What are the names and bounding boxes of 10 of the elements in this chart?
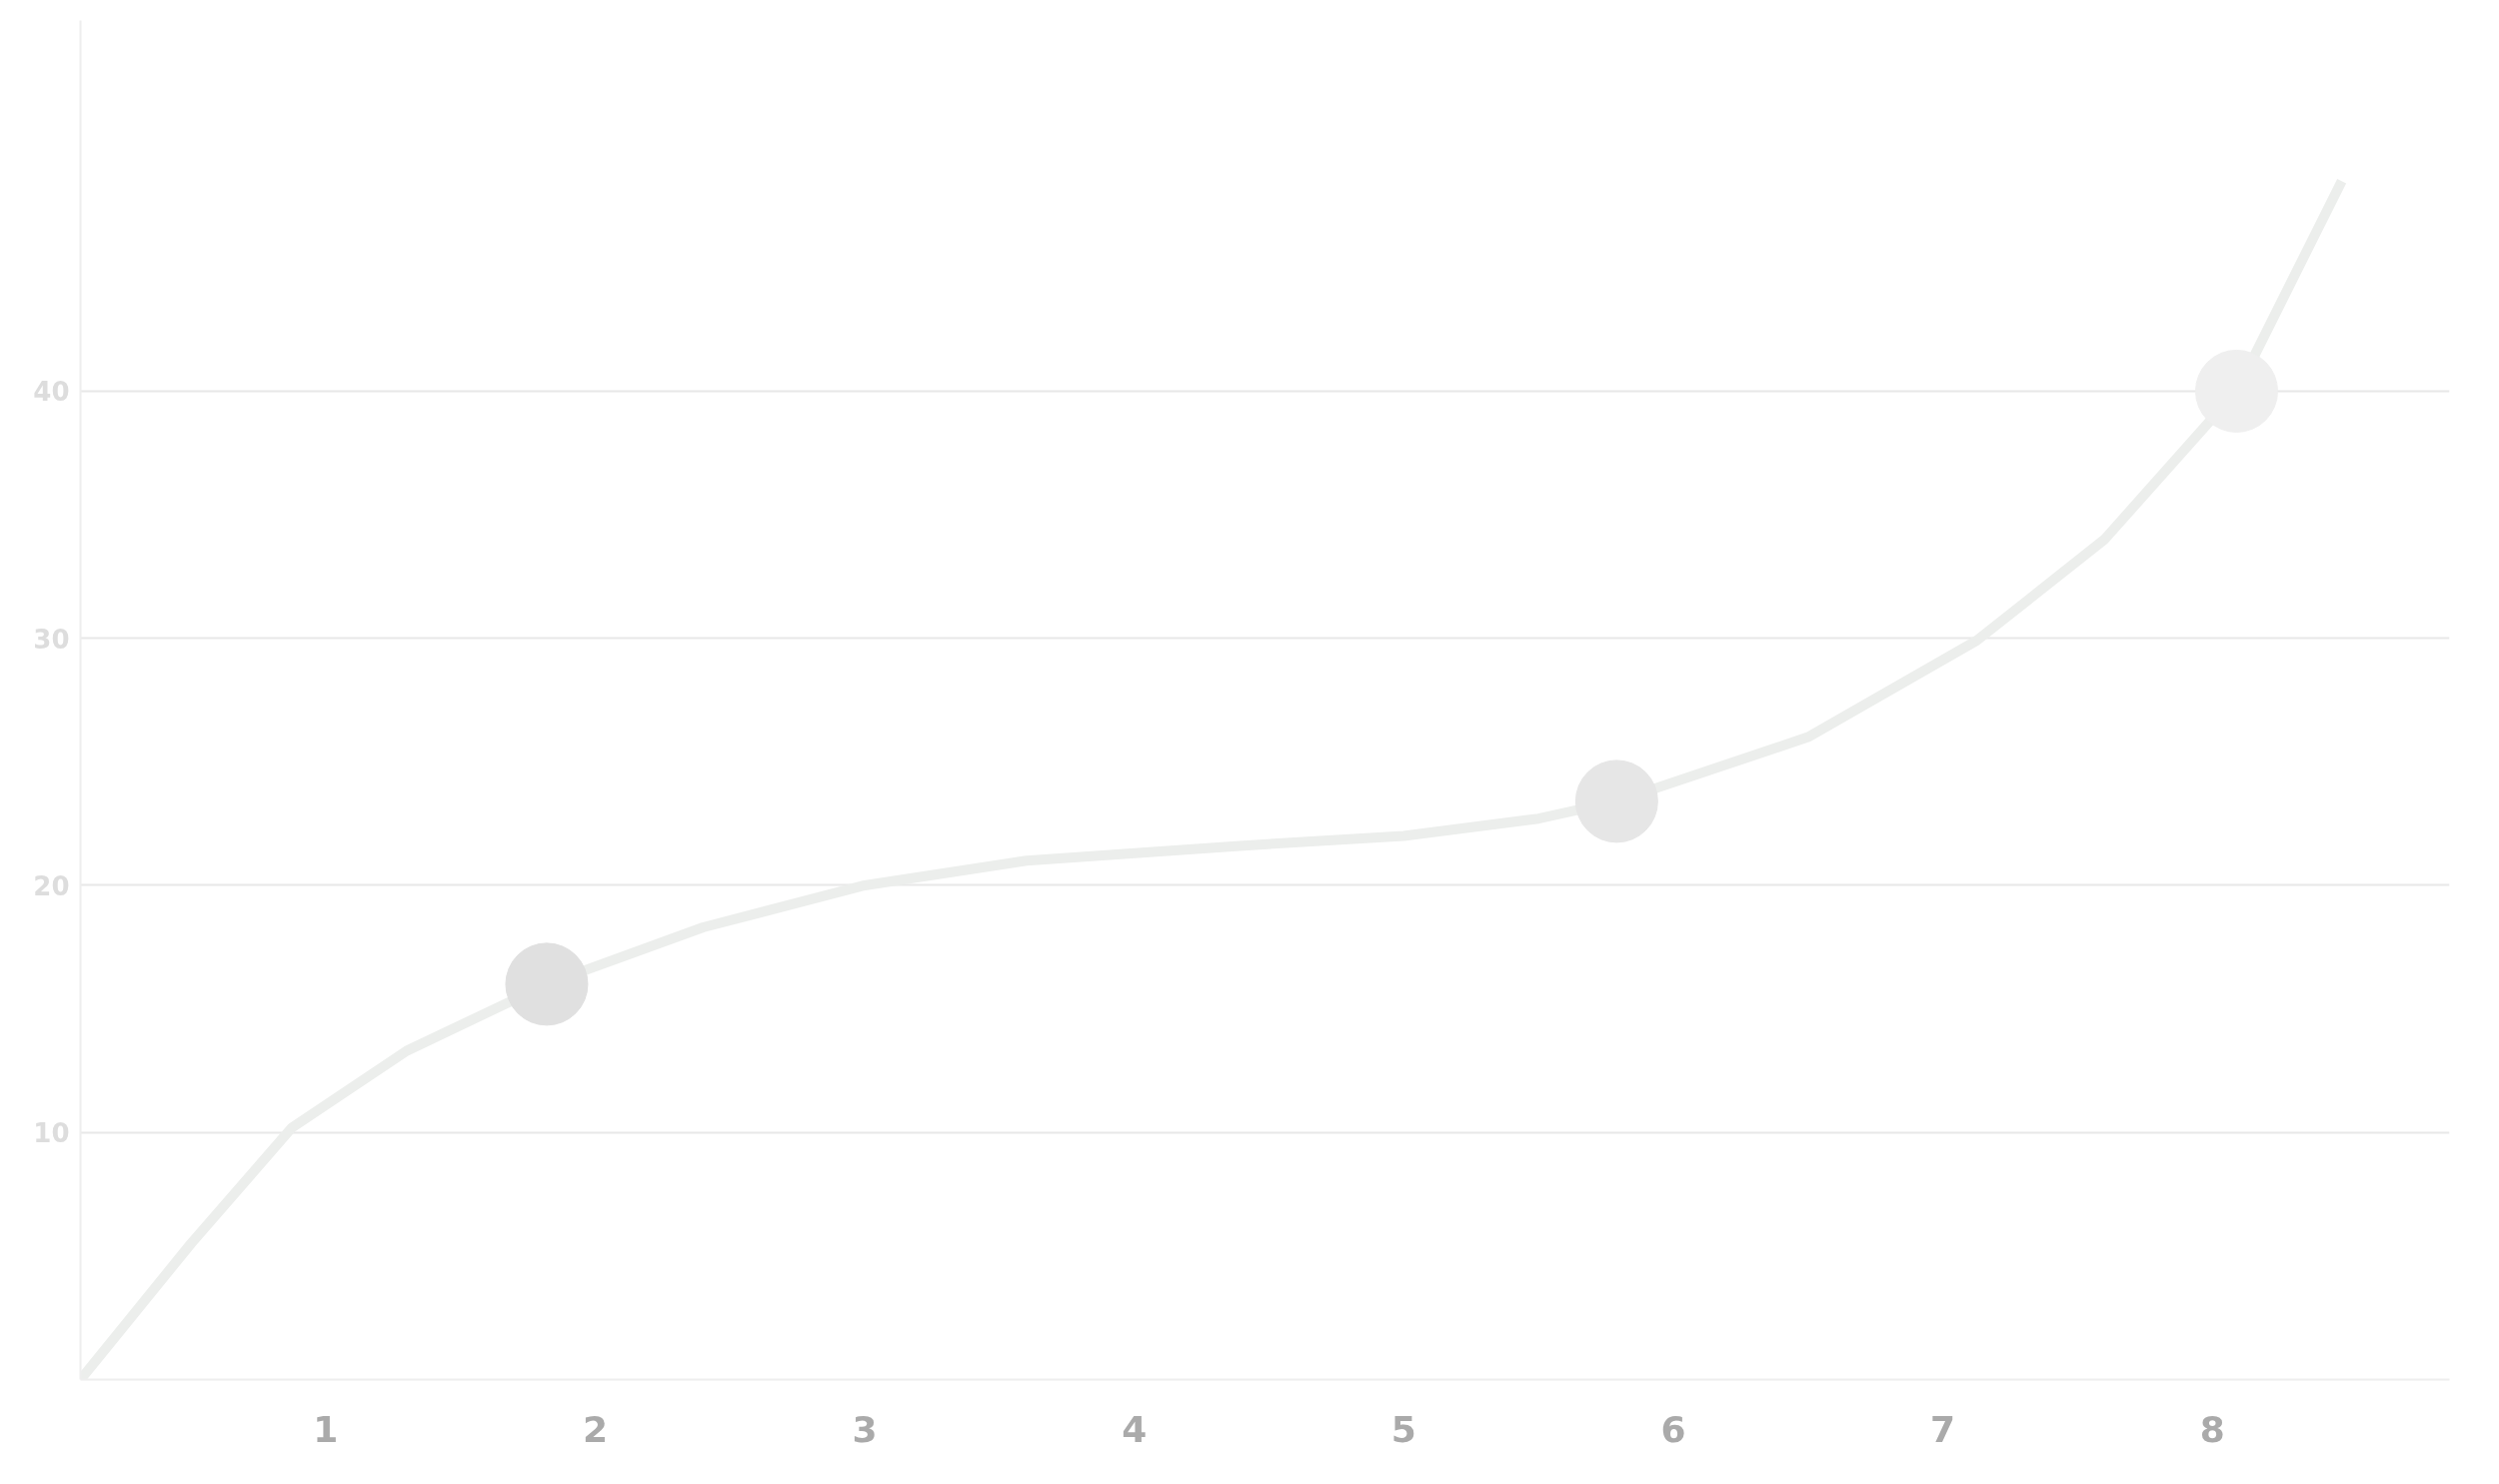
x-tick-label: 3	[852, 1408, 878, 1450]
x-tick-label: 6	[1660, 1408, 1686, 1450]
x-tick-label: 1	[313, 1408, 339, 1450]
x-tick-label: 2	[582, 1408, 609, 1450]
x-tick-label: 8	[2199, 1408, 2225, 1450]
x-tick-label: 4	[1122, 1408, 1148, 1450]
point	[505, 942, 589, 1026]
x-tick-label: 5	[1390, 1408, 1416, 1450]
x-tick-label: 7	[1930, 1408, 1956, 1450]
point	[1574, 759, 1658, 843]
